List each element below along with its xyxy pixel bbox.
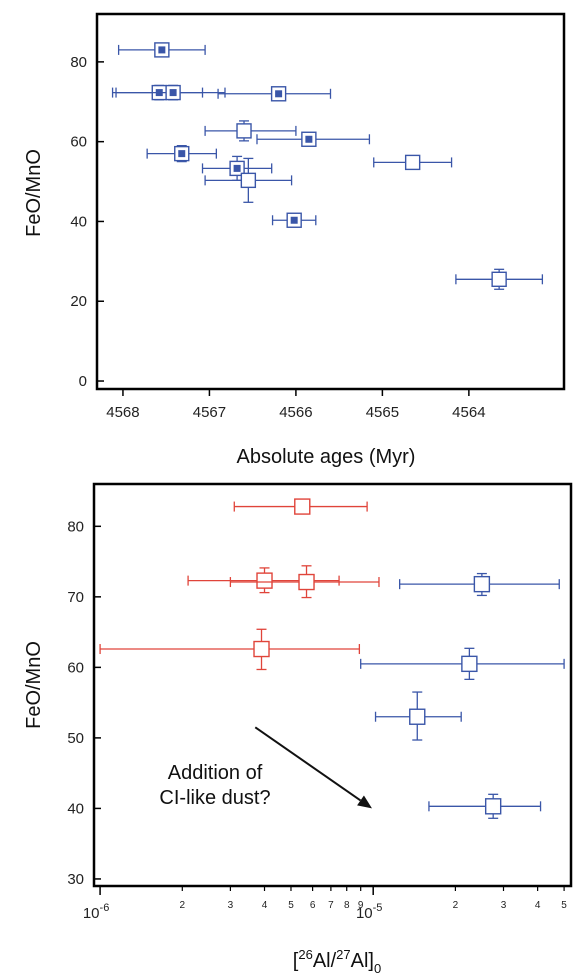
square-marker: [236, 123, 252, 139]
annotation-line-2: CI-like dust?: [159, 787, 270, 809]
bottom-x-decade-label: 10-5: [356, 902, 382, 922]
top-x-tick-label: 4568: [106, 404, 139, 421]
square-marker-fill: [158, 46, 166, 54]
top-data-point: [111, 84, 226, 101]
bottom-x-minor-label: 6: [310, 900, 316, 911]
open-square-marker: [256, 572, 273, 589]
red-data-point: [229, 565, 380, 599]
x-label-0-subscript: 0: [374, 961, 381, 976]
bottom-x-minor-label: 4: [262, 900, 268, 911]
top-data-point: [256, 131, 371, 147]
open-square-marker: [294, 498, 311, 515]
top-data-point: [117, 42, 206, 58]
open-square-marker: [409, 708, 426, 725]
bottom-x-minor-label: 3: [228, 900, 234, 911]
bottom-y-axis-label: FeO/MnO: [23, 641, 45, 729]
top-data-point: [271, 212, 317, 228]
open-square-marker: [298, 573, 315, 591]
bottom-data-points: [99, 498, 565, 819]
decade-exponent: -6: [100, 902, 110, 914]
blue-data-point: [399, 572, 560, 597]
top-plot-frame: [95, 12, 566, 391]
red-data-point: [233, 498, 368, 515]
bottom-y-ticks: 30 40 50 60 70 80: [67, 518, 101, 888]
top-data-point: [217, 86, 332, 102]
top-data-point: [204, 157, 293, 203]
top-x-tick-label: 4564: [452, 404, 485, 421]
top-data-point: [204, 120, 297, 142]
decade-base: 10: [356, 905, 373, 922]
top-x-tick-label: 4565: [366, 404, 399, 421]
bottom-x-minor-label: 2: [453, 900, 459, 911]
annotation-line-1: Addition of: [168, 762, 263, 784]
top-data-point: [201, 155, 273, 182]
square-marker-fill: [290, 216, 298, 224]
square-marker: [491, 271, 507, 287]
top-data-points: [111, 42, 544, 290]
top-x-axis-label: Absolute ages (Myr): [237, 446, 416, 468]
bottom-x-minor-label: 7: [328, 900, 334, 911]
top-y-ticks: 0 20 40 60 80: [70, 54, 104, 390]
top-x-tick-label: 4566: [279, 404, 312, 421]
top-y-tick-label: 0: [79, 373, 87, 390]
bottom-x-minor-label: 8: [344, 900, 350, 911]
open-square-marker: [484, 798, 502, 815]
bottom-x-minor-label: 9: [358, 900, 364, 911]
square-marker-fill: [178, 150, 186, 158]
square-marker: [404, 154, 421, 171]
bottom-y-tick-label: 70: [67, 589, 84, 606]
top-y-axis-label: FeO/MnO: [23, 149, 45, 237]
bottom-x-minor-label: 5: [561, 900, 567, 911]
red-data-point: [99, 628, 361, 671]
top-x-ticks: 4568 4567 4566 4565 4564: [106, 389, 486, 421]
bottom-x-ticks: 10-6 10-52 3 4 5 6 7 8 9 2 3 4 5: [83, 886, 567, 922]
square-marker-fill: [169, 89, 177, 97]
bottom-y-tick-label: 60: [67, 659, 84, 676]
decade-base: 10: [83, 905, 100, 922]
square-marker: [240, 172, 257, 189]
square-marker-fill: [275, 90, 283, 98]
bottom-x-decade-label: 10-6: [83, 902, 109, 922]
square-marker-fill: [233, 164, 241, 172]
decade-exponent: -5: [373, 902, 383, 914]
open-square-marker: [473, 575, 491, 593]
bottom-x-axis-label: [26Al/27Al]0: [293, 947, 381, 976]
bottom-x-minor-label: 3: [501, 900, 507, 911]
bottom-x-minor-label: 4: [535, 900, 541, 911]
top-panel: 0 20 40 60 80 4568 4567 4566 4565 4564 Absolute …: [23, 12, 566, 468]
square-marker-fill: [305, 135, 313, 143]
bottom-x-minor-label: 5: [288, 900, 294, 911]
open-square-marker: [461, 655, 478, 673]
bottom-x-minor-label: 2: [180, 900, 186, 911]
x-label-al-slash: Al/: [313, 950, 337, 972]
top-data-point: [373, 154, 453, 171]
top-y-tick-label: 40: [70, 213, 87, 230]
x-label-26-superscript: 26: [298, 947, 312, 962]
top-data-point: [146, 144, 217, 163]
blue-data-point: [360, 647, 565, 681]
x-label-open-bracket: [: [293, 950, 299, 972]
top-y-tick-label: 20: [70, 293, 87, 310]
bottom-plot-frame: [92, 482, 573, 888]
top-y-tick-label: 80: [70, 54, 87, 71]
dust-annotation: Addition of CI-like dust?: [159, 726, 373, 809]
top-x-tick-label: 4567: [193, 404, 226, 421]
annotation-arrow: [254, 726, 362, 802]
top-data-point: [455, 268, 544, 290]
bottom-y-tick-label: 40: [67, 800, 84, 817]
bottom-y-tick-label: 30: [67, 871, 84, 888]
bottom-y-tick-label: 80: [67, 518, 84, 535]
red-data-point: [187, 567, 340, 594]
annotation-arrowhead: [357, 795, 373, 809]
open-square-marker: [253, 640, 270, 658]
x-label-al-close: Al]: [351, 950, 374, 972]
blue-data-point: [428, 793, 542, 819]
blue-data-point: [374, 691, 462, 741]
bottom-y-tick-label: 50: [67, 730, 84, 747]
x-label-27-superscript: 27: [336, 947, 350, 962]
top-y-tick-label: 60: [70, 134, 87, 151]
